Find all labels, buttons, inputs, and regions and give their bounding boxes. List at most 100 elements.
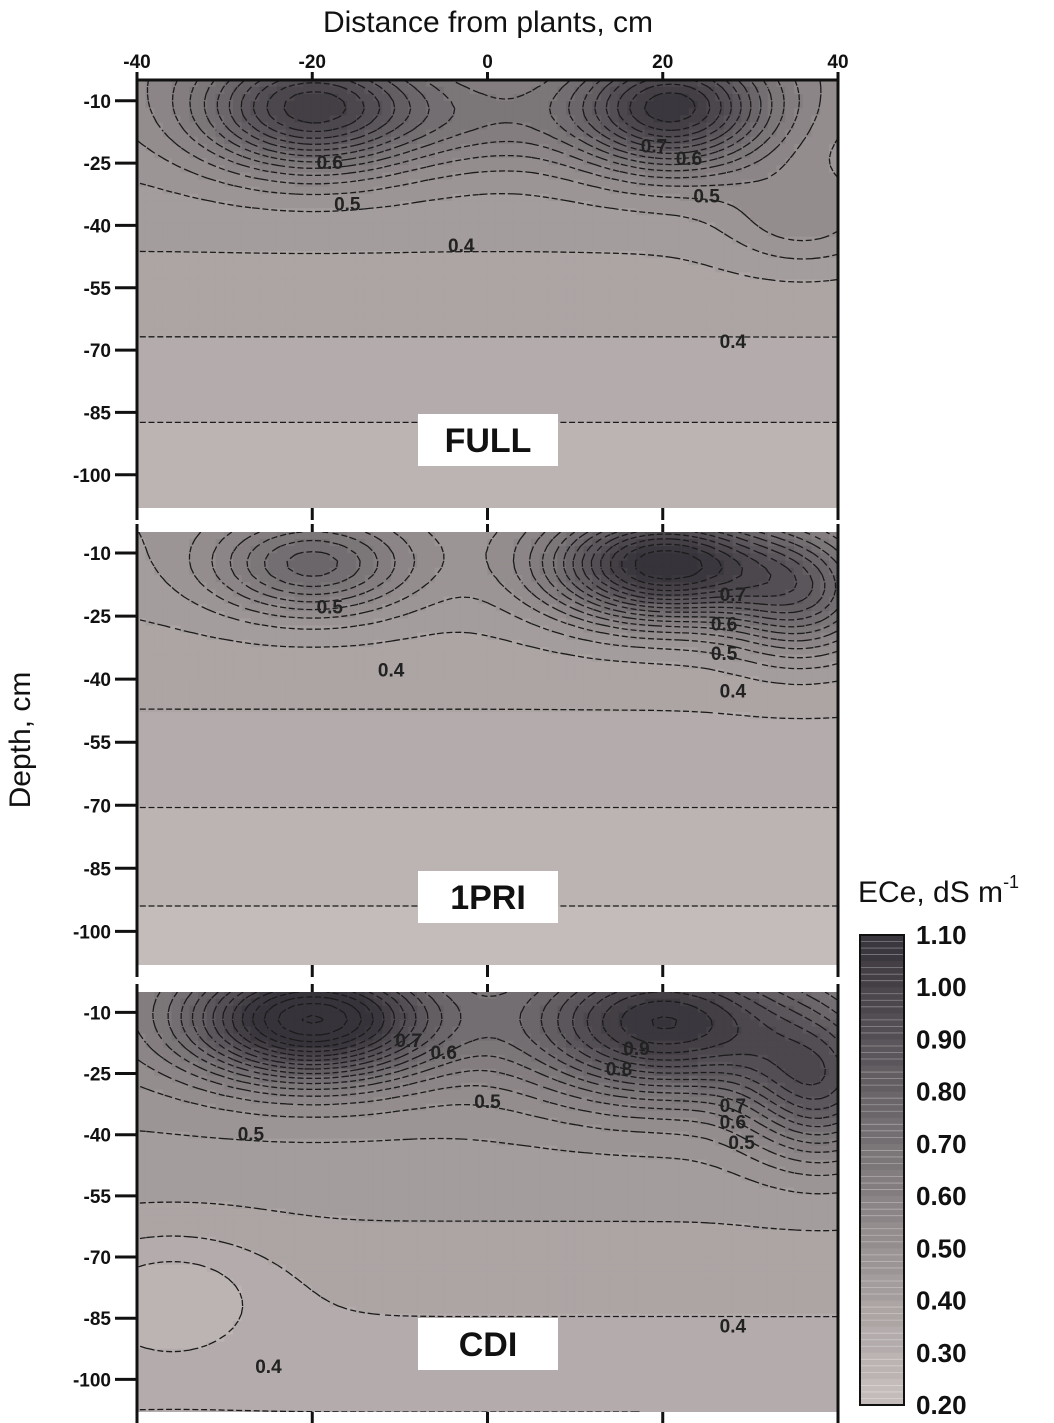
field-cell bbox=[583, 532, 593, 540]
field-cell bbox=[382, 136, 392, 145]
field-cell bbox=[233, 464, 243, 473]
field-cell bbox=[504, 350, 515, 359]
field-cell bbox=[793, 258, 804, 266]
field-cell bbox=[785, 272, 795, 281]
field-cell bbox=[338, 372, 348, 380]
field-cell bbox=[750, 443, 760, 452]
field-cell bbox=[636, 129, 646, 138]
field-cell bbox=[531, 407, 541, 416]
field-cell bbox=[750, 272, 760, 281]
field-cell bbox=[425, 243, 436, 252]
field-cell bbox=[679, 243, 690, 252]
field-cell bbox=[399, 443, 409, 452]
field-cell bbox=[741, 472, 751, 480]
field-cell bbox=[171, 243, 182, 252]
field-cell bbox=[390, 350, 401, 359]
field-cell bbox=[750, 186, 760, 195]
field-cell bbox=[162, 379, 173, 388]
field-cell bbox=[145, 86, 155, 95]
field-cell bbox=[408, 329, 418, 338]
field-cell bbox=[671, 101, 681, 109]
field-cell bbox=[539, 293, 550, 302]
field-cell bbox=[460, 350, 471, 359]
field-cell bbox=[513, 172, 523, 181]
field-cell bbox=[382, 215, 392, 223]
field-cell bbox=[723, 386, 734, 395]
field-cell bbox=[259, 265, 269, 273]
field-cell bbox=[329, 500, 339, 508]
field-cell bbox=[531, 350, 541, 359]
field-cell bbox=[715, 493, 725, 502]
field-cell bbox=[399, 500, 409, 508]
field-cell bbox=[592, 279, 602, 288]
field-cell bbox=[259, 429, 269, 437]
field-cell bbox=[382, 357, 392, 366]
field-cell bbox=[662, 151, 672, 159]
field-cell bbox=[715, 414, 725, 423]
field-cell bbox=[137, 222, 147, 231]
field-cell bbox=[276, 272, 287, 281]
field-cell bbox=[233, 208, 243, 216]
field-cell bbox=[758, 136, 769, 145]
field-cell bbox=[338, 165, 348, 174]
field-cell bbox=[820, 350, 830, 359]
field-cell bbox=[522, 165, 532, 174]
field-cell bbox=[250, 393, 260, 402]
field-cell bbox=[329, 122, 339, 131]
field-cell bbox=[443, 479, 453, 487]
field-cell bbox=[609, 329, 620, 338]
field-cell bbox=[233, 329, 243, 338]
field-cell bbox=[618, 229, 628, 238]
field-cell bbox=[320, 464, 331, 473]
field-cell bbox=[653, 500, 664, 508]
field-cell bbox=[408, 436, 418, 445]
field-cell bbox=[785, 486, 795, 495]
field-cell bbox=[767, 229, 777, 238]
field-cell bbox=[452, 129, 462, 138]
field-cell bbox=[145, 429, 155, 437]
field-cell bbox=[434, 258, 444, 266]
field-cell bbox=[443, 357, 453, 366]
field-cell bbox=[767, 443, 777, 452]
field-cell bbox=[338, 479, 348, 487]
field-cell bbox=[180, 108, 190, 116]
field-cell bbox=[715, 457, 725, 466]
field-cell bbox=[802, 286, 813, 295]
field-cell bbox=[767, 122, 777, 131]
field-cell bbox=[364, 407, 374, 416]
field-cell bbox=[723, 372, 734, 380]
field-cell bbox=[250, 538, 260, 547]
field-cell bbox=[811, 265, 821, 273]
field-cell bbox=[767, 165, 777, 174]
field-cell bbox=[373, 151, 383, 159]
field-cell bbox=[259, 365, 269, 373]
field-cell bbox=[557, 158, 567, 166]
field-cell bbox=[688, 429, 699, 437]
field-cell bbox=[767, 115, 777, 124]
field-cell bbox=[425, 250, 436, 259]
x-tick-label: 40 bbox=[827, 52, 848, 73]
field-cell bbox=[627, 222, 637, 231]
field-cell bbox=[776, 200, 786, 209]
field-cell bbox=[539, 86, 550, 95]
field-cell bbox=[706, 300, 716, 309]
field-cell bbox=[758, 393, 769, 402]
field-cell bbox=[618, 243, 628, 252]
field-cell bbox=[338, 293, 348, 302]
field-cell bbox=[347, 486, 357, 495]
field-cell bbox=[180, 93, 190, 102]
field-cell bbox=[636, 293, 646, 302]
field-cell bbox=[706, 414, 716, 423]
field-cell bbox=[355, 393, 366, 402]
field-cell bbox=[276, 393, 287, 402]
field-cell bbox=[285, 136, 296, 145]
field-cell bbox=[723, 500, 734, 508]
field-cell bbox=[522, 115, 532, 124]
field-cell bbox=[189, 93, 199, 102]
field-cell bbox=[601, 222, 611, 231]
field-cell bbox=[513, 386, 523, 395]
field-cell bbox=[215, 265, 225, 273]
field-cell bbox=[522, 129, 532, 138]
field-cell bbox=[154, 108, 164, 116]
field-cell bbox=[601, 443, 611, 452]
